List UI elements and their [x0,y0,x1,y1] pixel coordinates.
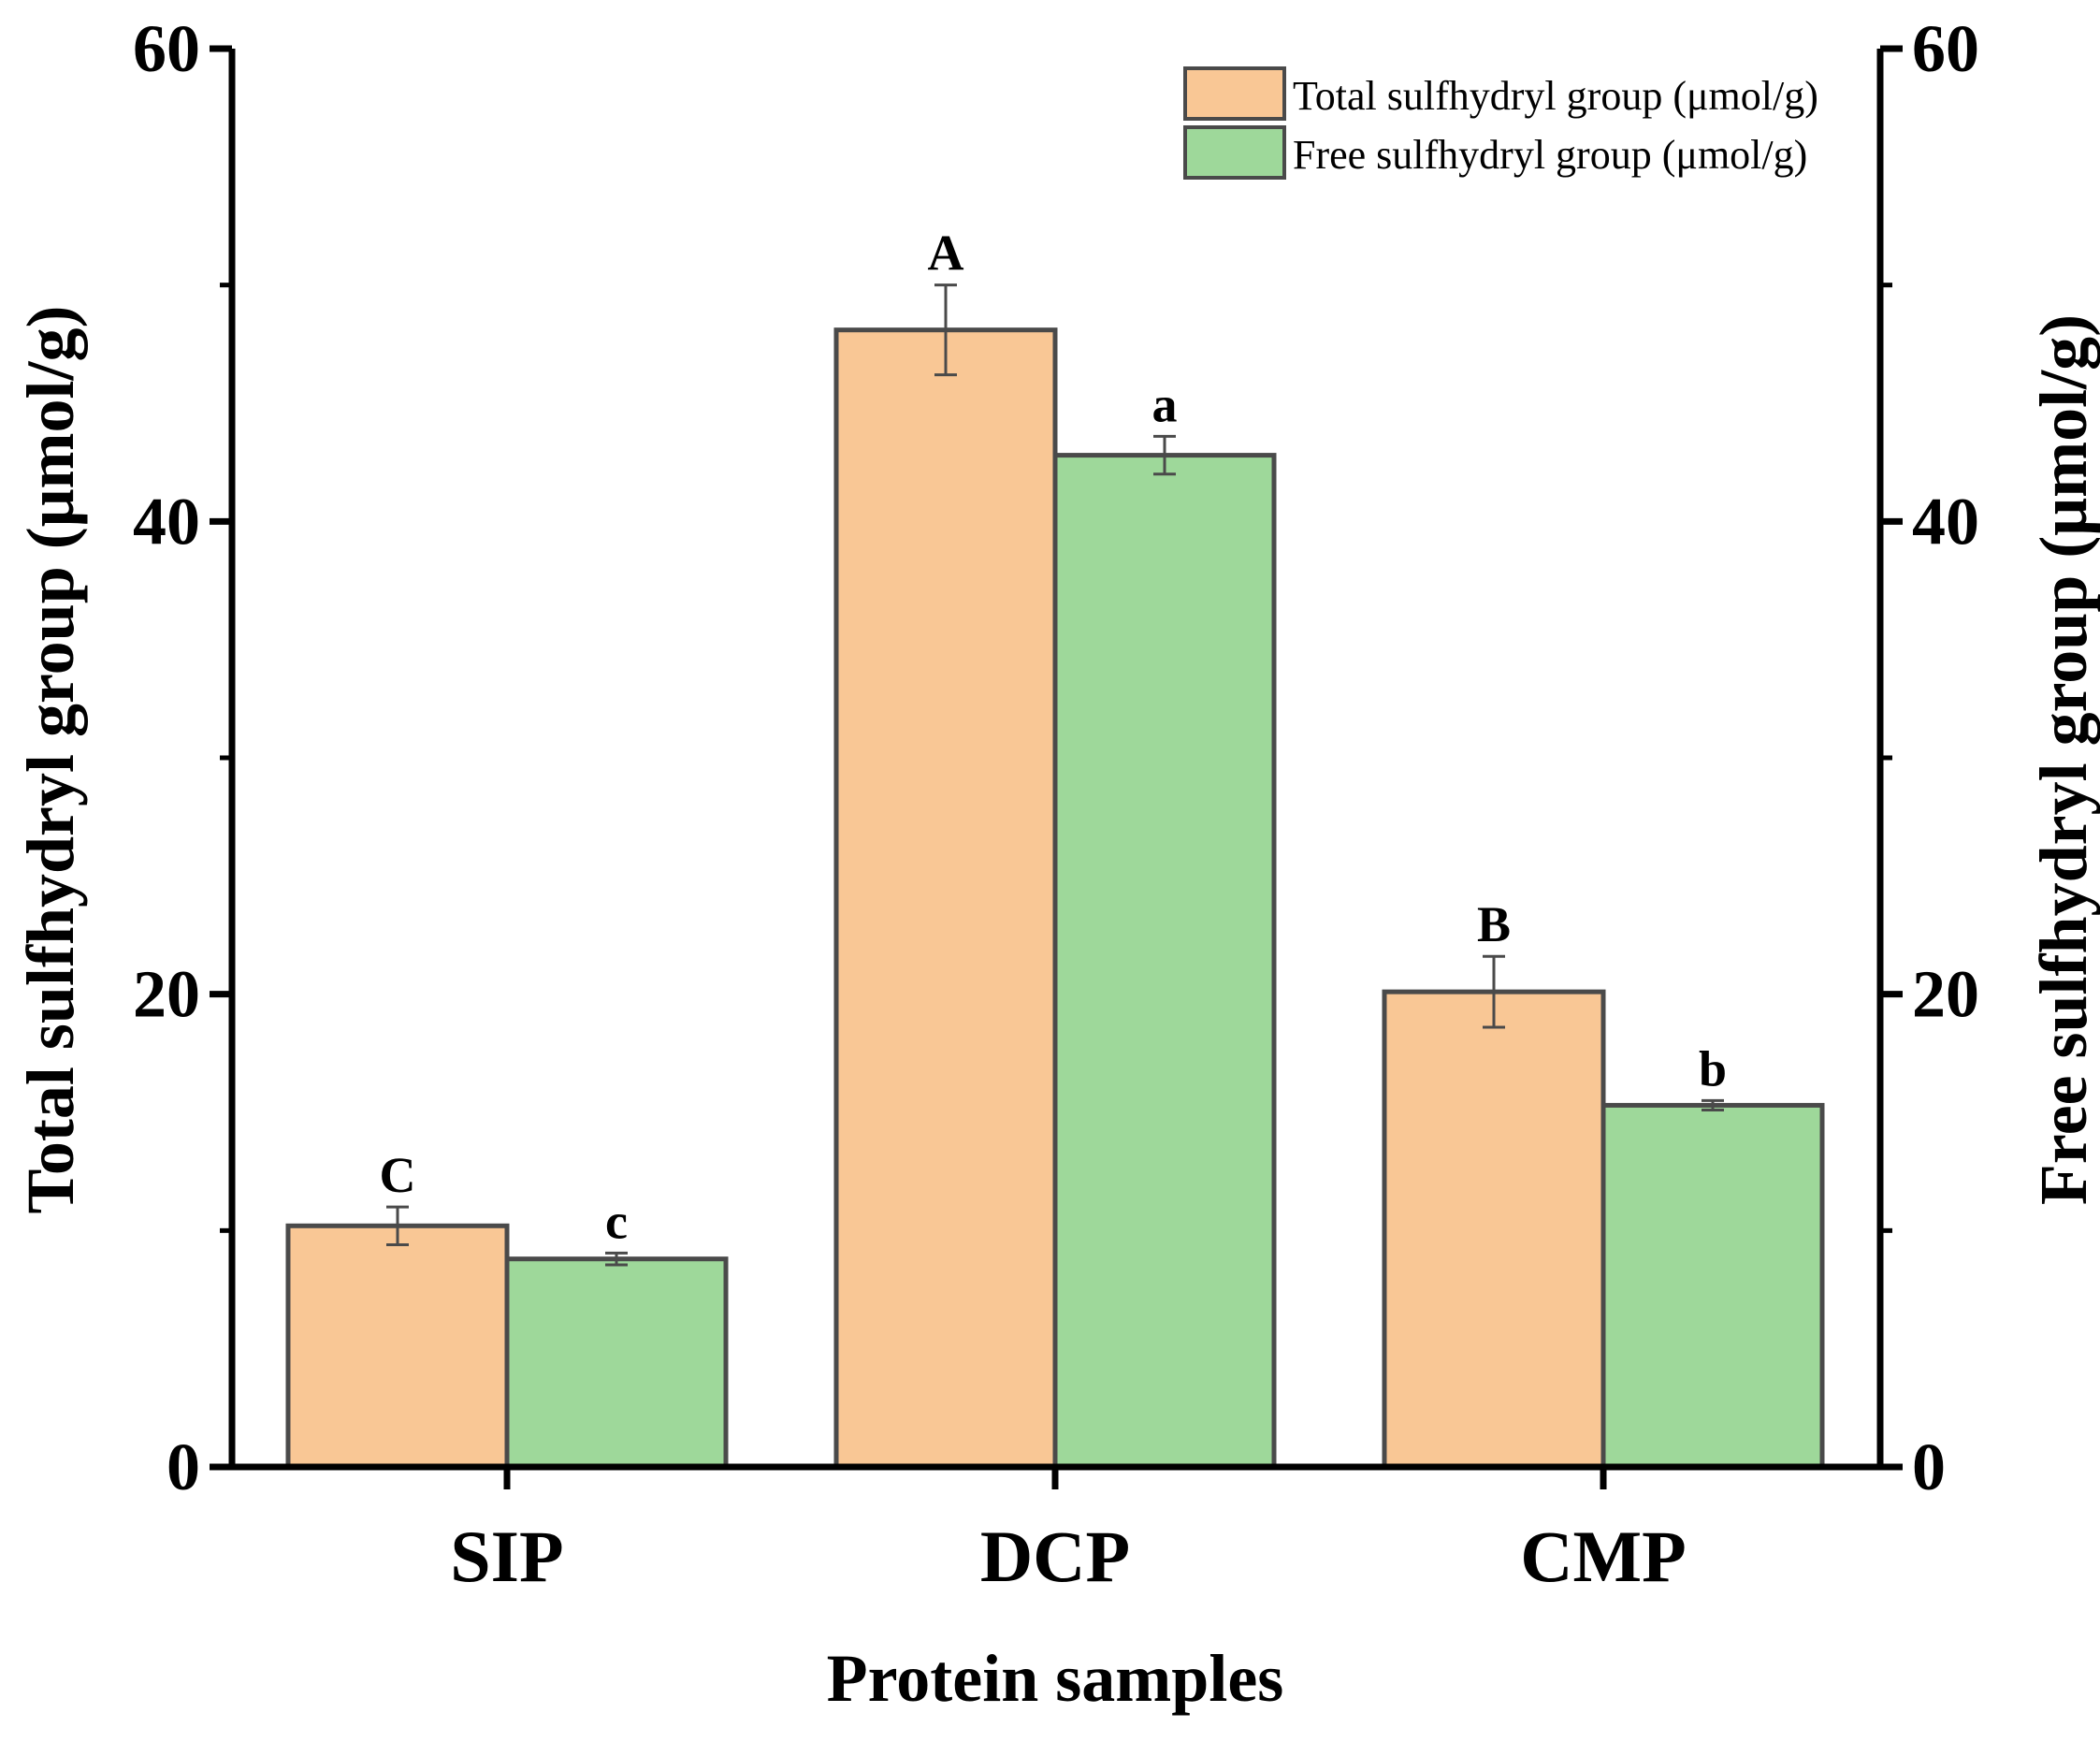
significance-label-sip-free: c [605,1193,628,1249]
legend-label-total: Total sulfhydryl group (μmol/g) [1293,73,1818,119]
legend-swatch-total [1183,66,1286,121]
bar-sip-free [504,1256,729,1470]
significance-label-cmp-total: B [1477,896,1511,952]
bars-layer [285,327,1825,1470]
ticks-layer: 0 0 20 20 40 40 60 60 SIP DCP CMP [133,11,1979,1597]
significance-labels-layer: Cc Aa Bb [380,225,1728,1250]
y-axis-right-title: Free sulfhydryl group (μmol/g) [2026,314,2100,1205]
x-tick-label-sip: SIP [450,1516,563,1597]
y-tick-label-left-40: 40 [133,484,200,559]
legend-label-free: Free sulfhydryl group (μmol/g) [1293,132,1807,178]
x-tick-label-cmp: CMP [1520,1516,1687,1597]
legend-swatch-free [1183,125,1286,180]
legend: Total sulfhydryl group (μmol/g) Free sul… [1183,66,1818,180]
significance-label-cmp-free: b [1699,1040,1727,1096]
x-axis-title: Protein samples [827,1641,1284,1716]
y-tick-label-left-20: 20 [133,957,200,1032]
y-tick-label-left-0: 0 [167,1430,200,1504]
y-axis-left-title: Total sulfhydryl group (μmol/g) [13,306,88,1214]
bar-cmp-free [1600,1102,1825,1470]
significance-label-dcp-total: A [928,225,964,282]
bar-dcp-total [833,327,1058,1470]
bar-dcp-free [1052,453,1277,1470]
y-tick-label-right-60: 60 [1912,11,1979,86]
y-tick-label-left-60: 60 [133,11,200,86]
y-tick-label-right-0: 0 [1912,1430,1946,1504]
significance-label-sip-total: C [380,1147,416,1203]
error-bars-layer [386,283,1724,1267]
y-tick-label-right-20: 20 [1912,957,1979,1032]
y-tick-label-right-40: 40 [1912,484,1979,559]
bar-cmp-total [1382,989,1606,1470]
significance-label-dcp-free: a [1152,376,1178,432]
bar-sip-total [285,1223,510,1470]
x-tick-label-dcp: DCP [980,1516,1130,1597]
